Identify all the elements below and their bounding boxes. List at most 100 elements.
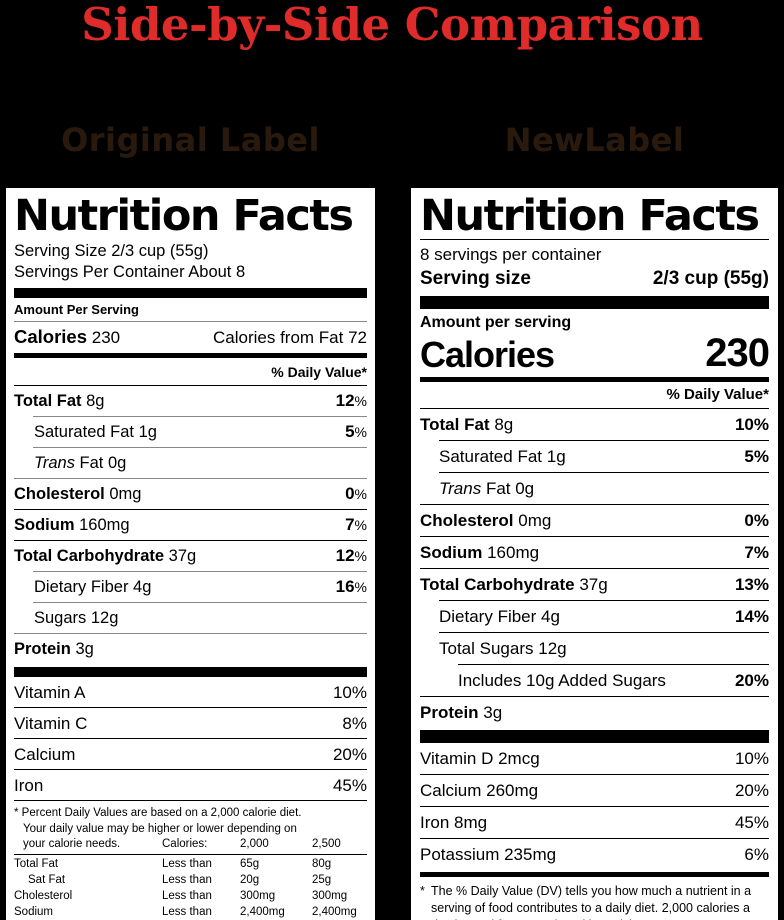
new-serving-size-label: Serving size: [420, 268, 531, 289]
new-vitamin-percent-2: 45%: [734, 813, 769, 832]
new-nutrient-name-4: Sodium: [420, 543, 483, 562]
page-title: Side-by-Side Comparison: [81, 0, 703, 51]
original-vitamin-list: Vitamin A 10% Vitamin C 8% Calcium 20% I…: [14, 677, 367, 801]
table-row: Vitamin D 2mcg 10%: [420, 743, 769, 774]
original-pct-val-1: 5: [345, 422, 355, 441]
original-pct-val-6: 16: [335, 577, 355, 596]
original-nutrient-percent-4: 7%: [345, 515, 367, 534]
new-calories-value: 230: [705, 331, 770, 375]
table-row: Iron 8mg 45%: [420, 807, 769, 838]
original-rule: [14, 633, 367, 634]
original-pct-val-4: 7: [345, 515, 355, 534]
original-vitamin-percent-2: 20%: [332, 745, 367, 764]
new-nutrient-percent-1: 5%: [744, 447, 769, 466]
new-divider-hair-1: [420, 239, 769, 240]
original-vitamin-percent-3: 45%: [332, 776, 367, 795]
original-nutrient-label-6: Dietary Fiber 4g: [34, 576, 328, 598]
dv-header-2000: 2,000: [240, 837, 269, 850]
column-heading-original: Original Label: [61, 121, 320, 159]
original-rule: [14, 509, 367, 510]
new-rule: [439, 600, 769, 601]
original-nutrient-name-2: Trans: [34, 454, 75, 472]
original-calories-row: Calories 230 Calories from Fat 72: [14, 322, 367, 353]
original-vitamin-name-1: Vitamin C: [14, 714, 88, 733]
table-row: Cholesterol Less than 300mg 300mg: [14, 889, 367, 905]
new-vitamin-list: Vitamin D 2mcg 10% Calcium 260mg 20% Iro…: [420, 743, 769, 870]
original-nutrient-name-0: Total Fat: [14, 392, 82, 410]
new-nutrient-name-8: Includes 10g Added Sugars: [458, 671, 666, 690]
dv-row-name-3: Sodium: [14, 905, 53, 918]
new-rule: [420, 696, 769, 697]
new-nutrient-percent-6: 14%: [734, 607, 769, 626]
original-nutrient-amount-8: 3g: [75, 640, 94, 658]
original-footnote-line-1: * Percent Daily Values are based on a 2,…: [14, 807, 302, 819]
original-rule: [33, 571, 367, 572]
new-nutrient-label-4: Sodium 160mg: [420, 541, 736, 564]
original-footnote: * Percent Daily Values are based on a 2,…: [14, 801, 367, 853]
original-vitamin-name-0: Vitamin A: [14, 683, 86, 702]
original-nutrient-label-8: Protein 3g: [14, 638, 359, 660]
new-vitamin-percent-3: 6%: [744, 845, 769, 864]
table-row: Trans Fat 0g: [420, 473, 769, 504]
table-row: Calcium 20%: [14, 739, 367, 769]
dv-row-2000-0: 65g: [240, 853, 312, 873]
original-rule: [14, 478, 367, 479]
original-footnote-line-2: Your daily value may be higher or lower …: [23, 822, 297, 835]
new-nutrient-amount-1: 1g: [546, 447, 566, 466]
new-nutrient-amount-9: 3g: [483, 703, 503, 722]
new-nutrient-amount-3: 0mg: [518, 511, 552, 530]
table-row: Sodium 160mg 7%: [14, 510, 367, 540]
new-nutrient-label-1: Saturated Fat 1g: [439, 445, 736, 468]
original-rule: [14, 385, 367, 386]
table-row: Trans Fat 0g: [14, 448, 367, 478]
dv-row-2000-1: 20g: [240, 873, 260, 886]
original-nutrient-label-2: Trans Fat 0g: [34, 452, 359, 474]
table-row: Total Fat Less than 65g 80g: [14, 853, 367, 873]
new-nutrient-label-9: Protein 3g: [420, 701, 761, 724]
dv-row-qualifier-2: Less than: [162, 889, 212, 902]
new-nutrient-name-0: Total Fat: [420, 415, 490, 434]
new-vitamin-name-0: Vitamin D 2mcg: [420, 749, 540, 768]
new-calories-label: Calories: [420, 334, 555, 375]
new-nutrition-label: Nutrition Facts 8 servings per container…: [408, 185, 781, 920]
new-vitamin-name-2: Iron 8mg: [420, 813, 488, 832]
original-daily-value-header: % Daily Value*: [271, 364, 367, 380]
new-daily-value-header: % Daily Value*: [666, 386, 769, 403]
original-vitamin-percent-1: 8%: [342, 714, 367, 733]
original-calories-label: Calories: [14, 326, 88, 347]
original-vitamin-name-2: Calcium: [14, 745, 76, 764]
new-rule: [420, 536, 769, 537]
dv-row-2000-3: 2,400mg: [240, 905, 285, 918]
original-nutrient-amount-6: 4g: [133, 578, 152, 596]
new-rule: [439, 440, 769, 441]
original-divider-thick-2: [14, 667, 367, 677]
new-rule: [420, 408, 769, 409]
original-vitamin-name-3: Iron: [14, 776, 44, 795]
original-nutrient-amount-7: 12g: [90, 609, 119, 627]
dv-row-qualifier-3: Less than: [162, 905, 212, 918]
original-nutrient-list: Total Fat 8g 12% Saturated Fat 1g 5% Tra…: [14, 385, 367, 664]
table-row: Total Fat 8g 10%: [420, 409, 769, 440]
table-row: Iron 45%: [14, 770, 367, 800]
table-row: Calcium 260mg 20%: [420, 775, 769, 806]
original-vitamin-percent-0: 10%: [332, 683, 367, 702]
dv-row-2000-2: 300mg: [240, 889, 276, 902]
original-nutrient-amount-5: 37g: [168, 547, 197, 565]
new-rule: [458, 664, 769, 665]
new-nutrient-percent-3: 0%: [744, 511, 769, 530]
new-nutrient-label-5: Total Carbohydrate 37g: [420, 573, 727, 596]
original-nutrient-label-1: Saturated Fat 1g: [34, 421, 337, 443]
dv-row-2500-3: 2,400mg: [312, 905, 357, 918]
new-nutrient-name-2: Trans: [439, 479, 482, 498]
original-rule: [14, 800, 367, 801]
new-nutrient-name-9: Protein: [420, 703, 479, 722]
new-label-title: Nutrition Facts: [420, 191, 760, 241]
new-nutrient-label-6: Dietary Fiber 4g: [439, 605, 727, 628]
new-rule: [420, 504, 769, 505]
table-row: Cholesterol 0mg 0%: [14, 479, 367, 509]
table-row: Saturated Fat 1g 5%: [420, 441, 769, 472]
new-divider-med-2: [420, 872, 769, 877]
original-nutrient-amount-0: 8g: [86, 392, 105, 410]
table-row: Vitamin C 8%: [14, 708, 367, 738]
